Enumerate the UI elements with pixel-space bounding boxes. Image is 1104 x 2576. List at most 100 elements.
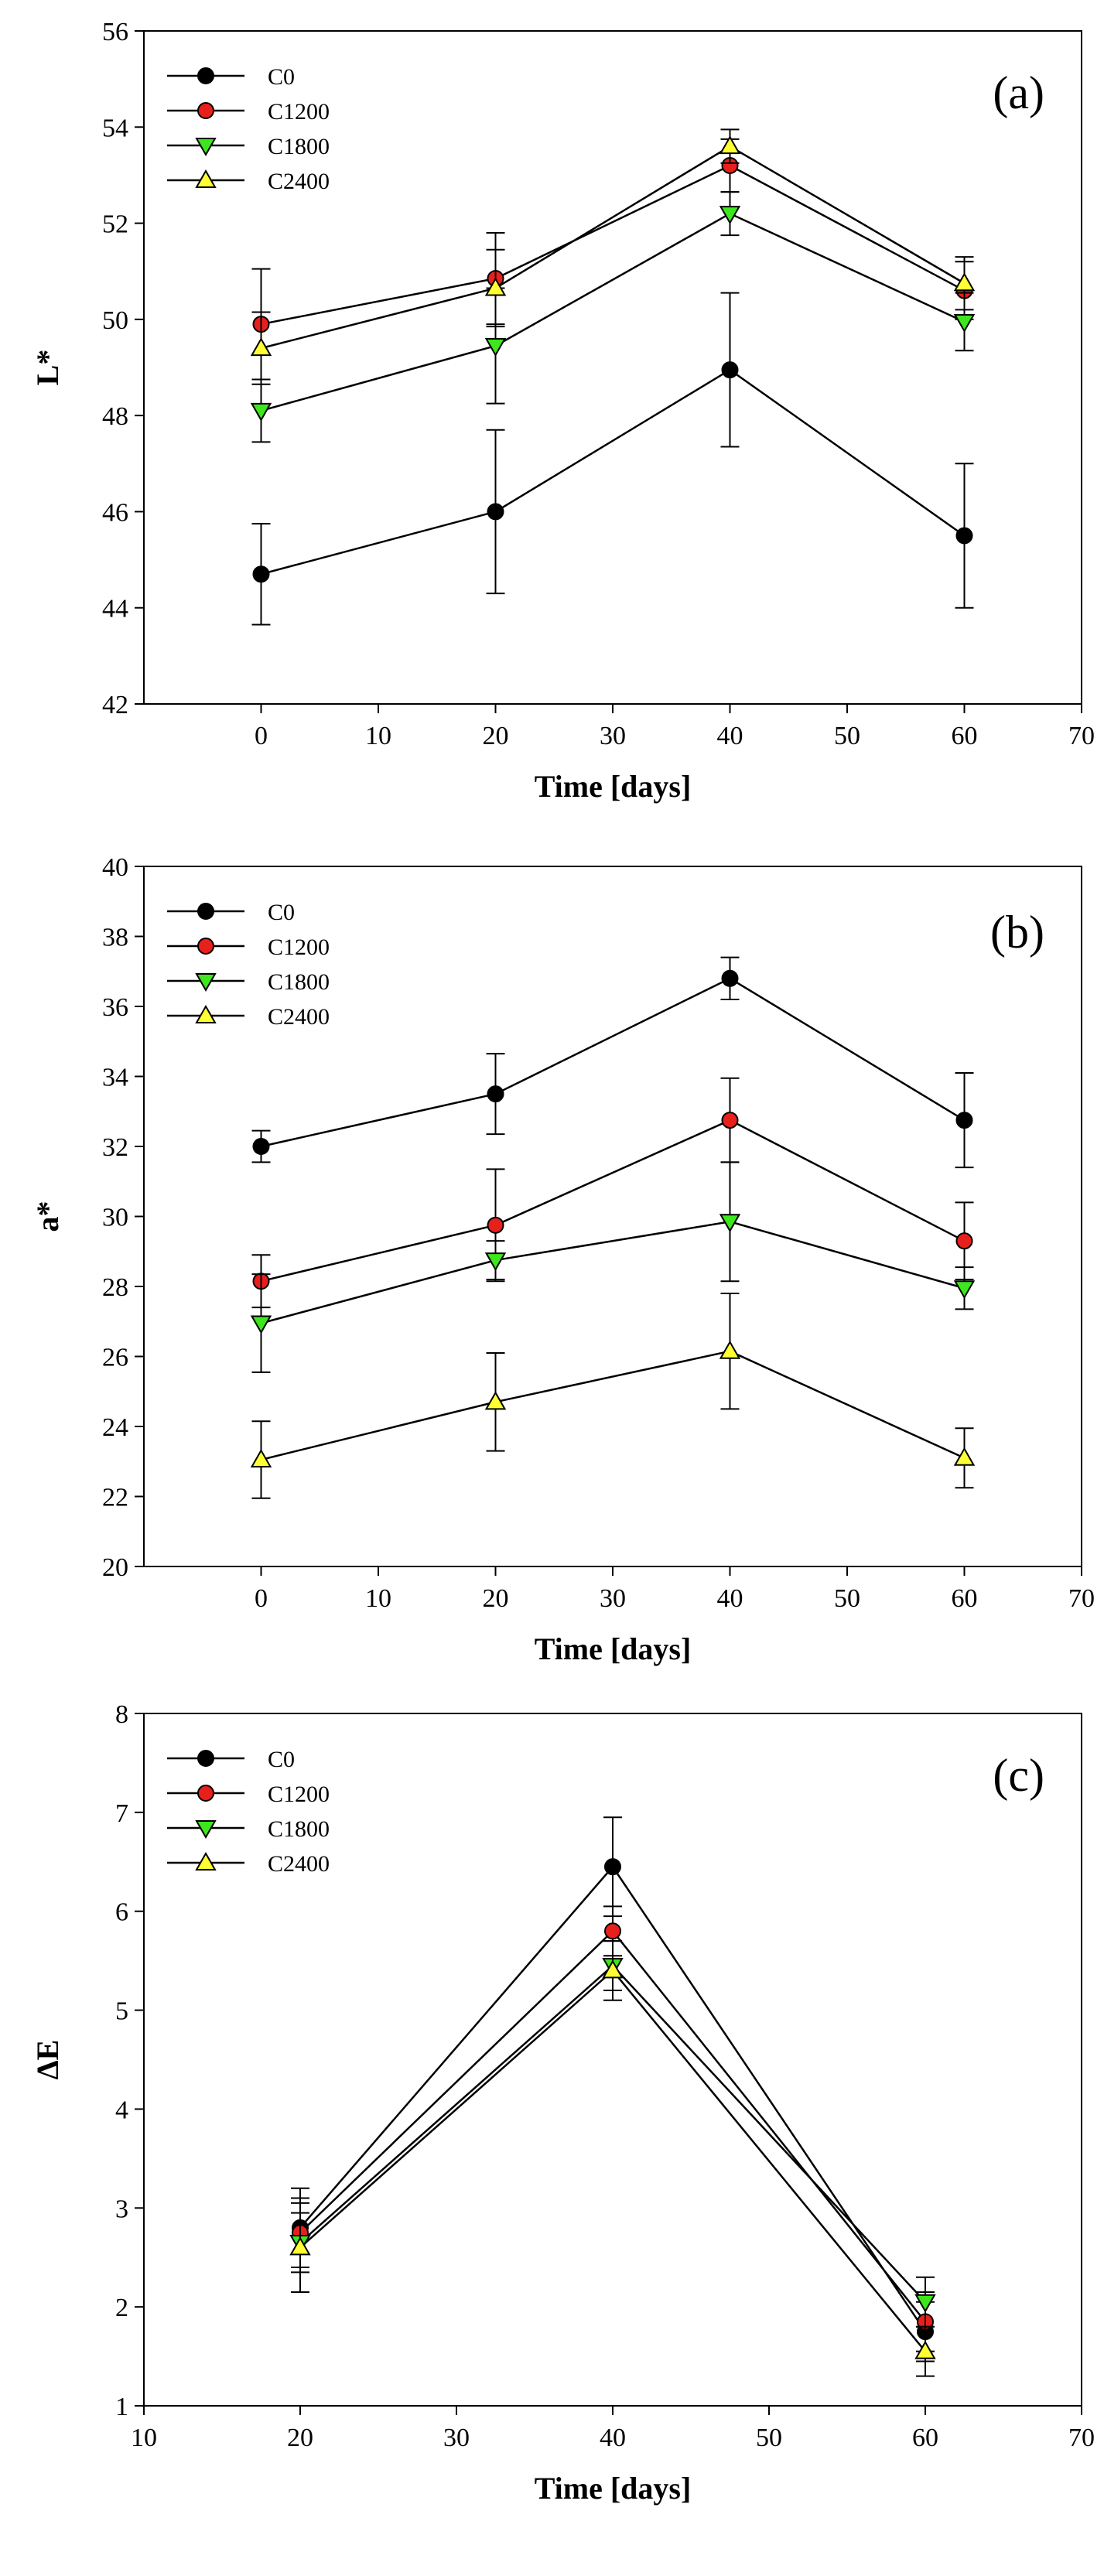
data-point <box>721 969 739 987</box>
x-axis-label: Time [days] <box>535 1631 692 1666</box>
data-point <box>252 1138 270 1155</box>
x-tick-label: 40 <box>600 2424 626 2452</box>
x-tick-label: 50 <box>834 1584 860 1613</box>
data-point <box>289 2236 311 2256</box>
x-tick-label: 0 <box>255 1584 268 1613</box>
legend-marker <box>197 1750 214 1767</box>
data-point <box>484 277 507 296</box>
legend-marker <box>197 938 214 955</box>
panel-label: (b) <box>990 907 1044 958</box>
x-tick-label: 40 <box>717 1584 743 1613</box>
data-point <box>955 527 973 545</box>
y-tick-label: 7 <box>115 1799 128 1828</box>
legend: C0 C1200 C1800 C2400 <box>167 1747 330 1877</box>
series-line <box>261 1221 965 1324</box>
legend-label: C2400 <box>268 1004 330 1030</box>
y-tick-label: 26 <box>102 1344 128 1372</box>
data-point <box>914 2340 936 2359</box>
y-tick-label: 22 <box>102 1484 128 1512</box>
y-tick-label: 30 <box>102 1204 128 1232</box>
legend-label: C2400 <box>268 169 330 194</box>
data-point <box>250 402 272 422</box>
y-tick-label: 42 <box>102 691 128 719</box>
x-axis-label: Time [days] <box>535 2471 692 2506</box>
series-line <box>299 1969 926 2352</box>
y-tick-label: 44 <box>102 595 128 624</box>
data-point <box>953 1280 976 1300</box>
series-C1800 <box>250 191 976 443</box>
x-tick-label: 50 <box>756 2424 782 2452</box>
y-tick-label: 6 <box>115 1898 128 1927</box>
data-point <box>487 503 504 521</box>
legend-label: C0 <box>268 1747 295 1772</box>
y-axis-label: a* <box>30 1201 65 1232</box>
data-point <box>484 1252 507 1272</box>
y-tick-label: 52 <box>102 210 128 239</box>
x-tick-label: 10 <box>131 2424 157 2452</box>
legend-label: C1800 <box>268 1816 330 1842</box>
x-tick-label: 60 <box>952 722 978 750</box>
y-tick-label: 48 <box>102 402 128 431</box>
data-point <box>250 1448 272 1467</box>
y-tick-label: 2 <box>115 2294 128 2322</box>
series-line <box>261 368 966 576</box>
data-point <box>484 1391 507 1410</box>
data-point <box>719 135 741 155</box>
x-tick-label: 70 <box>1068 722 1095 750</box>
x-tick-label: 50 <box>834 722 860 750</box>
legend-marker <box>197 1785 214 1802</box>
y-tick-label: 38 <box>102 924 128 952</box>
legend-marker <box>195 1004 217 1023</box>
chart-panel-1: 0 10 20 30 40 50 60 70 20 22 24 26 28 30 32 34 36 38 40 Tim… <box>30 853 1095 1666</box>
series-C1200 <box>251 1077 974 1309</box>
chart-panel-2: 10 20 30 40 50 60 70 1 2 3 4 5 6 7 8 Time [days] ΔE (c) C0… <box>30 1700 1095 2506</box>
x-tick-label: 40 <box>717 722 743 750</box>
x-tick-label: 20 <box>483 1584 509 1613</box>
series-line <box>261 164 966 326</box>
x-tick-label: 10 <box>365 1584 391 1613</box>
chart-panel-0: 0 10 20 30 40 50 60 70 42 44 46 48 50 52 54 56 Time [day… <box>30 18 1095 804</box>
legend-marker <box>197 102 214 119</box>
legend-label: C1800 <box>268 969 330 995</box>
series-line <box>261 212 966 412</box>
y-tick-label: 8 <box>115 1700 128 1729</box>
x-tick-label: 60 <box>912 2424 938 2452</box>
series-C2400 <box>250 128 976 385</box>
panel-label: (c) <box>993 1750 1044 1801</box>
data-point <box>914 2294 936 2313</box>
data-point <box>953 313 976 333</box>
data-point <box>487 1216 504 1234</box>
data-point <box>953 1447 976 1466</box>
series-C0 <box>251 292 974 626</box>
y-tick-label: 5 <box>115 1997 128 2026</box>
legend-label: C0 <box>268 64 295 90</box>
data-point <box>721 1112 739 1129</box>
y-tick-label: 36 <box>102 993 128 1022</box>
data-point <box>719 1340 741 1359</box>
x-tick-label: 70 <box>1068 2424 1095 2452</box>
x-tick-label: 20 <box>483 722 509 750</box>
legend-marker <box>195 973 217 992</box>
data-point <box>250 337 272 357</box>
data-point <box>604 1858 621 1876</box>
series-line <box>261 145 966 350</box>
y-tick-label: 24 <box>102 1413 128 1442</box>
y-tick-label: 3 <box>115 2195 128 2223</box>
y-tick-label: 56 <box>102 18 128 46</box>
x-tick-label: 0 <box>255 722 268 750</box>
y-tick-label: 34 <box>102 1064 128 1092</box>
data-point <box>487 1085 504 1103</box>
x-tick-label: 30 <box>443 2424 470 2452</box>
y-axis-label: ΔE <box>30 2040 65 2080</box>
series-C0 <box>291 1816 935 2362</box>
legend: C0 C1200 C1800 C2400 <box>167 64 330 194</box>
legend-label: C1800 <box>268 134 330 159</box>
series-C1800 <box>250 1161 976 1373</box>
x-tick-label: 60 <box>952 1584 978 1613</box>
series-line <box>261 1119 966 1283</box>
legend-label: C2400 <box>268 1851 330 1877</box>
series-C2400 <box>289 1940 936 2377</box>
series-C2400 <box>250 1293 976 1499</box>
y-tick-label: 46 <box>102 498 128 527</box>
